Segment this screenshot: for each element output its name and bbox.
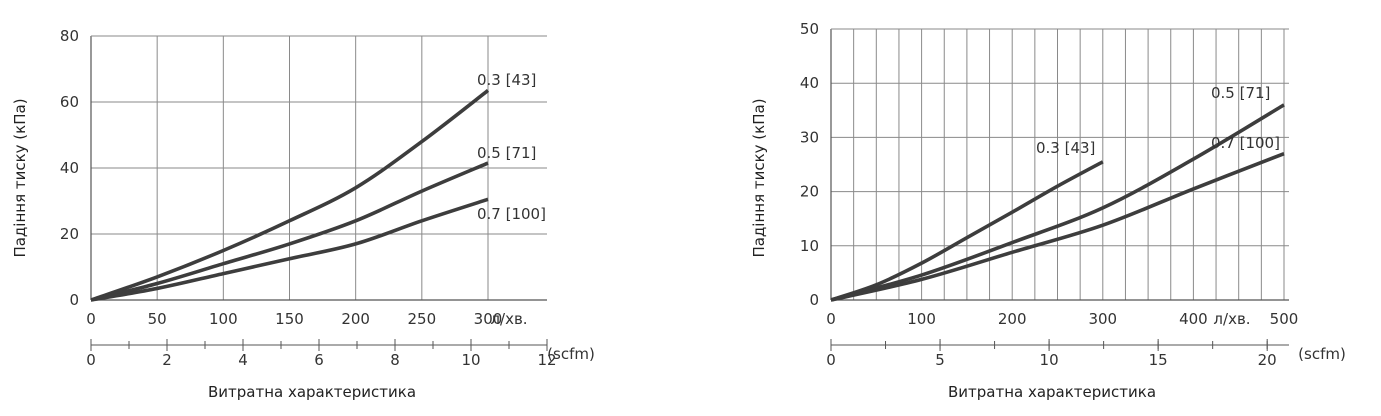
chart1-x2-unit-label: (scfm) — [547, 345, 595, 363]
chart1-x2-tick-label: 0 — [86, 351, 96, 369]
chart1-x2-tick-label: 8 — [390, 351, 400, 369]
chart2-x2-tick-label: 10 — [1040, 351, 1059, 369]
chart2-x-tick-label: 500 — [1270, 310, 1299, 328]
chart2-x-tick-label: 0 — [826, 310, 836, 328]
chart1-y-tick-label: 0 — [69, 291, 79, 309]
chart1-x-unit-label: л/хв. — [490, 310, 527, 328]
chart2-x2-tick-label: 20 — [1258, 351, 1277, 369]
chart1-x-axis-title: Витратна характеристика — [208, 383, 416, 401]
chart2-x2-tick-label: 5 — [935, 351, 945, 369]
chart2-series-label-2: 0.5 [71] — [1211, 84, 1270, 102]
chart1-series-line-2 — [90, 161, 489, 302]
chart1-x-tick-label: 150 — [275, 310, 304, 328]
chart2-x-axis-title: Витратна характеристика — [948, 383, 1156, 401]
chart1-x2-tick-label: 2 — [162, 351, 172, 369]
chart2-series-label-1: 0.3 [43] — [1036, 139, 1095, 157]
chart2-x2-tick-label: 0 — [826, 351, 836, 369]
chart1-y-tick-label: 40 — [60, 159, 79, 177]
chart2-series-line-2 — [830, 103, 1285, 302]
chart2-y-tick-label: 30 — [800, 128, 819, 146]
chart1-x2-tick-label: 4 — [238, 351, 248, 369]
chart1-series-line-3 — [90, 197, 489, 302]
chart2-x-tick-label: 100 — [907, 310, 936, 328]
chart2-y-tick-label: 10 — [800, 237, 819, 255]
chart2-series-label-3: 0.7 [100] — [1211, 134, 1280, 152]
chart1-x-tick-label: 50 — [148, 310, 167, 328]
chart1-series-label-1: 0.3 [43] — [477, 71, 536, 89]
chart2-x2-tick-label: 15 — [1149, 351, 1168, 369]
chart1-x2-tick-label: 10 — [461, 351, 480, 369]
chart1-y-axis-title: Падіння тиску (кПа) — [11, 98, 29, 257]
chart1-x-tick-label: 300 — [474, 310, 503, 328]
chart1-series-label-2: 0.5 [71] — [477, 144, 536, 162]
chart2-series-line-3 — [830, 151, 1285, 302]
chart1-x2-tick-label: 12 — [537, 351, 556, 369]
chart1-x-tick-label: 250 — [408, 310, 437, 328]
chart2-x-tick-label: 400 — [1179, 310, 1208, 328]
chart1-x-tick-label: 200 — [341, 310, 370, 328]
chart1-series-label-3: 0.7 [100] — [477, 205, 546, 223]
chart1-x-tick-label: 0 — [86, 310, 96, 328]
chart1-y-tick-label: 20 — [60, 225, 79, 243]
chart2-series-line-1 — [830, 160, 1104, 302]
chart1-x2-tick-label: 6 — [314, 351, 324, 369]
chart1-y-tick-label: 80 — [60, 27, 79, 45]
chart2-y-axis-title: Падіння тиску (кПа) — [750, 98, 768, 257]
chart1-x-tick-label: 100 — [209, 310, 238, 328]
chart2-y-tick-label: 40 — [800, 74, 819, 92]
chart1-series-line-1 — [90, 89, 490, 302]
chart2-y-tick-label: 0 — [809, 291, 819, 309]
chart2-x-tick-label: 200 — [998, 310, 1027, 328]
chart2-y-tick-label: 50 — [800, 20, 819, 38]
chart2-x-unit-label: л/хв. — [1213, 310, 1250, 328]
chart2-x2-unit-label: (scfm) — [1298, 345, 1346, 363]
chart2-y-tick-label: 20 — [800, 183, 819, 201]
chart1-y-tick-label: 60 — [60, 93, 79, 111]
chart2-x-tick-label: 300 — [1088, 310, 1117, 328]
